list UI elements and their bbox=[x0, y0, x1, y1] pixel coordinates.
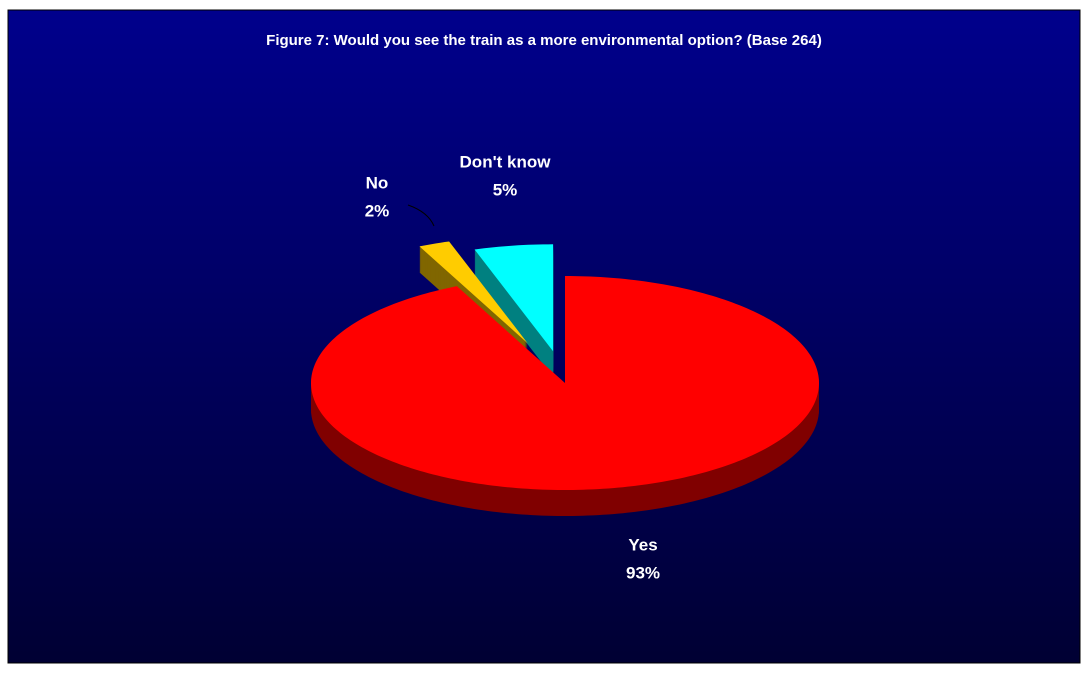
leader-line bbox=[407, 204, 435, 227]
slice-label-value: 93% bbox=[626, 563, 660, 582]
slice-top bbox=[311, 276, 819, 490]
chart-title: Figure 7: Would you see the train as a m… bbox=[266, 32, 822, 49]
pie-slice bbox=[311, 276, 819, 516]
slice-label-name: Don't know bbox=[460, 152, 552, 171]
pie-slice bbox=[474, 244, 554, 378]
slice-top bbox=[474, 244, 554, 352]
slice-label-name: No bbox=[366, 173, 389, 192]
slice-label-value: 2% bbox=[365, 201, 390, 220]
slice-top bbox=[419, 241, 528, 344]
pie bbox=[311, 241, 819, 516]
labels: Yes 93% No 2% Don't know 5% bbox=[365, 152, 660, 582]
slice-label-name: Yes bbox=[628, 535, 657, 554]
slice-label-value: 5% bbox=[493, 180, 518, 199]
